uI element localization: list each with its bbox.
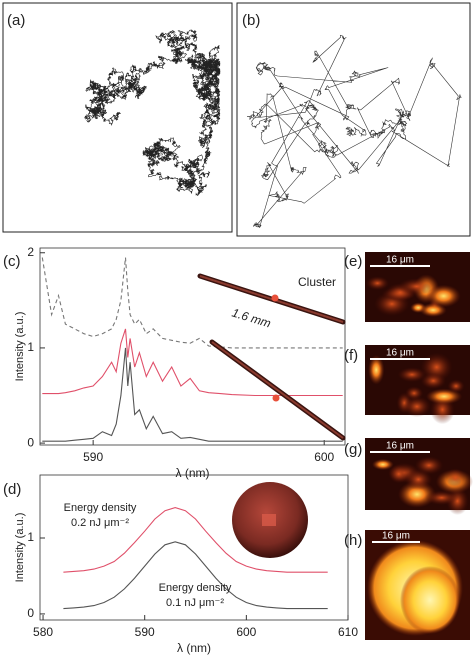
emission-spot <box>419 303 447 318</box>
panel-frame <box>2 2 233 233</box>
emission-spot <box>367 354 385 385</box>
x-tick-label: 610 <box>338 625 358 639</box>
emission-spot <box>447 379 465 393</box>
y-axis-label: Intensity (a.u.) <box>14 312 26 382</box>
scale-label: 16 μm <box>386 348 414 359</box>
scale-label: 16 μm <box>386 255 414 266</box>
y-tick-label: 1 <box>27 530 34 544</box>
emission-spot <box>404 468 433 491</box>
x-tick-label: 590 <box>83 450 103 464</box>
spectrum-line <box>42 347 343 442</box>
random-walk <box>84 29 221 197</box>
scale-label: 16 μm <box>386 441 414 452</box>
panel-label: (d) <box>3 481 21 498</box>
sample-spot <box>262 514 276 526</box>
spectrum-line <box>63 541 328 610</box>
annotation: 0.2 nJ μm⁻² <box>71 517 129 529</box>
levy-flight <box>246 34 462 229</box>
panel-label: (e) <box>344 253 362 270</box>
y-axis-label: Intensity (a.u.) <box>14 513 26 583</box>
x-tick-label: 600 <box>236 625 256 639</box>
annotation: 0.1 nJ μm⁻² <box>166 597 224 609</box>
emission-spot <box>365 276 390 291</box>
panel-label: (b) <box>242 12 260 29</box>
emission-spot <box>420 372 447 390</box>
panel-label: (f) <box>344 347 358 364</box>
emission-spot <box>404 386 424 401</box>
emission-spot <box>403 396 431 418</box>
panel-label: (c) <box>3 253 21 270</box>
x-tick-label: 580 <box>33 625 53 639</box>
emission-spot <box>388 464 410 484</box>
cluster-dot <box>271 294 279 302</box>
panel-frame <box>236 2 471 237</box>
x-axis-label: λ (nm) <box>176 466 210 480</box>
spectrum-line <box>41 257 343 349</box>
emission-spot <box>397 278 436 295</box>
x-axis-label: λ (nm) <box>177 641 211 655</box>
spectrum-line <box>63 507 328 573</box>
fibre-core <box>211 341 344 439</box>
annotation: Energy density <box>64 502 137 514</box>
panel-label: (g) <box>344 441 362 458</box>
emission-spot <box>424 490 459 506</box>
emission-blob <box>400 566 460 634</box>
emission-spot <box>426 284 461 308</box>
x-tick-label: 600 <box>314 450 334 464</box>
cluster-dot <box>272 394 280 402</box>
panel-label: (h) <box>344 532 362 549</box>
annotation: 1.6 mm <box>230 306 272 331</box>
spectrum-line <box>42 328 343 397</box>
emission-spot <box>397 367 427 383</box>
y-tick-label: 0 <box>27 435 34 449</box>
annotation: Cluster <box>298 275 336 289</box>
y-tick-label: 0 <box>27 606 34 620</box>
annotation: Energy density <box>159 582 232 594</box>
y-tick-label: 1 <box>27 340 34 354</box>
x-tick-label: 590 <box>135 625 155 639</box>
fibre-core <box>199 275 344 323</box>
plot-frame <box>39 474 349 621</box>
emission-spot <box>371 458 394 471</box>
plot-frame <box>39 247 346 446</box>
emission-spot <box>445 468 466 488</box>
panel-label: (a) <box>7 12 25 29</box>
scale-label: 16 μm <box>382 531 410 542</box>
y-tick-label: 2 <box>27 245 34 259</box>
